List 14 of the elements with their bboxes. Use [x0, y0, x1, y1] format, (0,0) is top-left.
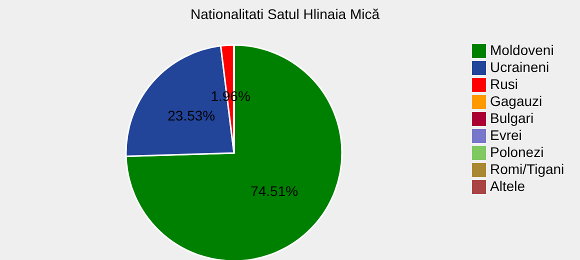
data-label: 1.96% [210, 88, 250, 104]
pie-slice [125, 44, 343, 260]
legend-label: Rusi [490, 76, 518, 92]
legend-label: Altele [490, 178, 526, 194]
data-label: 74.51% [250, 183, 298, 200]
legend-label: Bulgari [490, 110, 534, 126]
legend-label: Ucraineni [490, 59, 550, 75]
legend-label: Gagauzi [490, 93, 542, 109]
data-label: 23.53% [168, 107, 216, 124]
legend-label: Romi/Tigani [490, 161, 564, 177]
legend-label: Moldoveni [490, 42, 554, 58]
chart-title: Nationalitati Satul Hlinaia Mică [190, 6, 380, 22]
legend-label: Polonezi [490, 144, 544, 160]
legend-label: Evrei [490, 127, 522, 143]
